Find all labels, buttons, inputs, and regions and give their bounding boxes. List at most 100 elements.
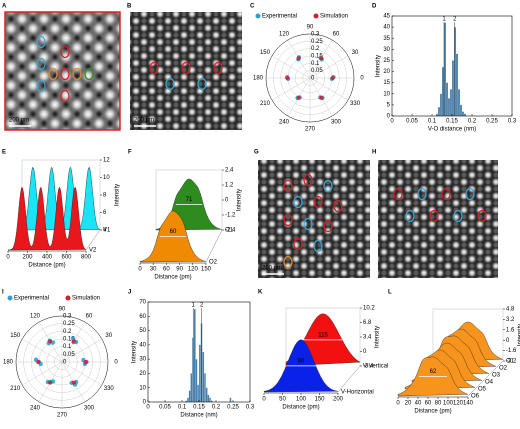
panel-label: B [127,4,132,10]
x-tick-label: 60 [163,267,170,273]
point [48,380,53,385]
angular-grid [22,361,63,386]
y-tick-label: 40 [383,25,390,31]
bar [449,89,453,117]
x-tick-label: 0.15 [446,119,458,125]
overlay-ring [213,61,223,75]
angle-label: 90 [307,25,314,31]
overlay-ring [60,89,70,103]
overlay-ring [48,67,58,81]
y-tick-label: 25 [383,58,390,64]
x-tick-label: 90 [176,267,183,273]
overlay-ring [333,199,343,213]
overlay-ring [303,217,313,231]
angle-label: 240 [279,120,290,126]
bar [457,89,461,117]
x-axis-label: Distance (pm) [28,263,65,269]
bar [207,394,210,403]
x-tick-label: 120 [453,401,464,407]
y-tick-label: 10 [139,385,146,391]
bar [205,387,208,403]
angle-label: 330 [104,386,115,392]
y-axis-label: Intensity [376,55,382,77]
angle-label: 150 [10,333,21,339]
radius-label: 0.1 [311,61,320,67]
overlay-ring [36,57,46,71]
y-tick-label: 30 [383,47,390,53]
y-tick-label: 70 [139,300,146,306]
overlay-ring [323,179,333,193]
bar [451,60,455,117]
point [319,56,324,61]
angle-label: 180 [3,360,14,366]
x-tick-label: 120 [188,267,199,273]
series-label: V2 [89,248,97,254]
z-tick-label: 0 [506,338,510,344]
scale-bar-label: 200 pm [262,266,282,272]
overlay-ring [293,195,303,209]
series-label: V1 [103,228,111,234]
bar [193,309,196,403]
y-axis-label: Intensity [132,341,138,363]
angular-grid [271,77,311,101]
bar [202,351,205,403]
z-tick-label: 10 [103,175,110,181]
series-label: O2 [499,366,508,372]
panel-label: G [254,150,259,156]
y-tick-label: 0 [387,114,391,120]
x-tick-label: 0 [262,397,266,403]
panel-label: L [388,290,392,296]
z-tick-label: 6 [103,210,107,216]
y-tick-label: 10 [383,91,390,97]
z-tick-label: 6.8 [363,320,372,326]
z-tick-label: 10.2 [363,306,375,312]
x-tick-label: 0 [6,255,10,261]
depth-axis [337,365,361,393]
angle-label: 300 [331,120,342,126]
bar [441,67,445,117]
x-tick-label: 800 [81,255,92,261]
angle-label: 30 [352,50,359,56]
overlay-ring [405,209,415,223]
series-label: O5 [478,387,487,393]
peak-label: 1 [192,303,196,309]
x-tick-label: 0.2 [468,119,477,125]
angle-label: 180 [253,76,264,82]
x-tick-label: 0.3 [246,405,255,411]
bar [204,373,206,403]
point [71,339,76,344]
angular-grid [271,55,311,79]
z-tick-label: 0 [363,349,367,355]
overlay-ring [283,179,293,193]
series-label: O4 [485,380,494,386]
point [330,76,335,80]
bar [445,82,449,117]
overlay-ring [36,79,46,93]
z-tick-label: 2.4 [225,168,234,174]
series-label: O2 [209,260,218,266]
radius-label: 0.1 [63,344,72,350]
overlay-ring [60,67,70,81]
angle-label: 0 [114,360,118,366]
legend-label: Experimental [14,296,49,302]
x-axis-label: Distance (pm) [154,275,191,281]
width-label: 62 [430,369,437,375]
panel-label: H [372,150,376,156]
z-tick-label: 3.4 [363,335,372,341]
x-tick-label: 60 [425,401,432,407]
x-tick-label: 400 [42,255,53,261]
bar [443,22,447,117]
bar [435,113,439,117]
x-tick-label: 0.1 [178,405,187,411]
bar [187,397,189,403]
bar [197,384,200,403]
legend-marker [7,295,13,301]
peak-label: 1 [442,17,446,23]
scale-bar-label: 200 pm [134,118,154,124]
x-axis-label: Distance (nm) [180,413,217,419]
overlay-ring [441,187,451,201]
legend-marker [255,13,261,19]
angular-grid [309,77,349,101]
z-tick-label: 4 [103,228,107,234]
